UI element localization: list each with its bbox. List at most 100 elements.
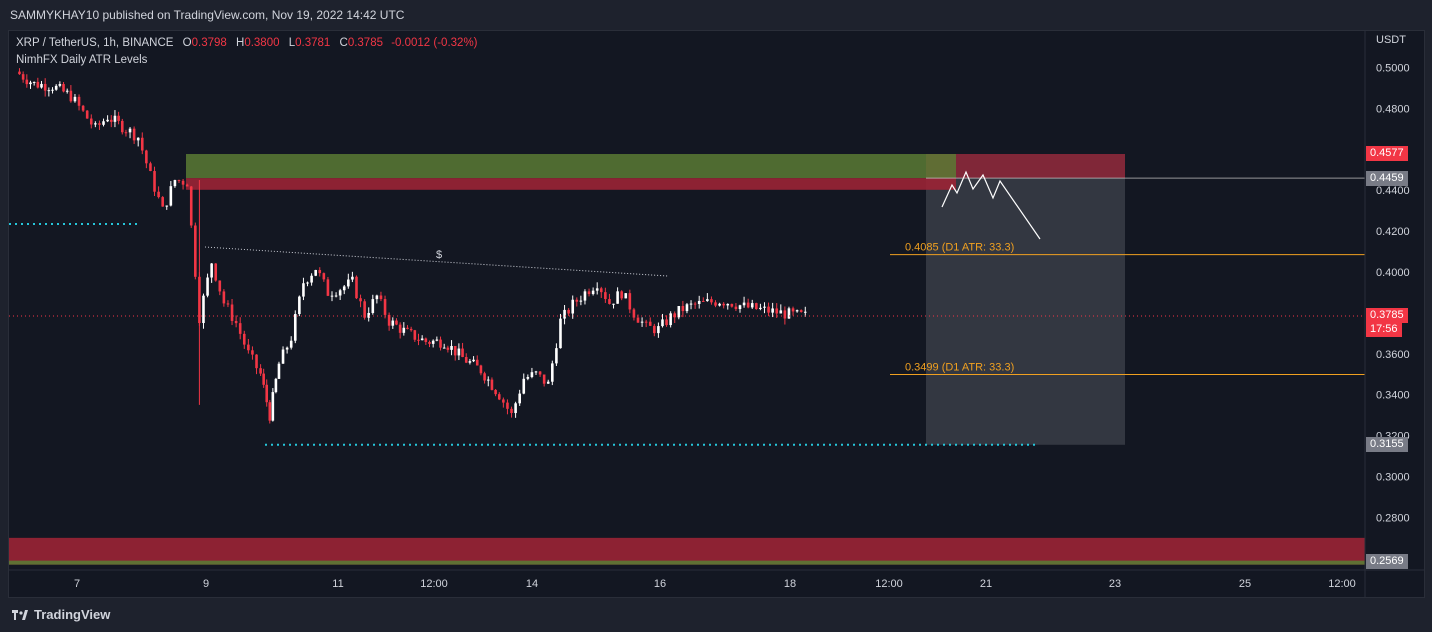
candle-body — [604, 292, 607, 300]
candle-body — [461, 348, 464, 358]
candle-body — [89, 118, 93, 125]
trendline[interactable] — [204, 246, 669, 277]
candle-body — [391, 320, 395, 326]
candle-body — [608, 299, 611, 304]
candle-body — [149, 163, 152, 172]
candle-body — [591, 290, 595, 295]
candle-body — [375, 295, 379, 300]
candle-body — [514, 403, 517, 414]
candle-body — [567, 309, 570, 314]
x-tick-label: 11 — [332, 578, 343, 590]
candle-body — [640, 321, 644, 323]
candle-body — [271, 392, 275, 421]
x-tick-label: 14 — [526, 578, 538, 590]
supply-zone[interactable] — [186, 178, 956, 190]
demand-zone[interactable] — [186, 154, 956, 179]
tradingview-brand[interactable]: TradingView — [12, 607, 110, 622]
candle-body — [644, 321, 648, 323]
candle-body — [464, 357, 468, 363]
candle-body — [439, 339, 442, 348]
price-tag-support: 0.2569 — [1366, 554, 1408, 569]
candle-body — [571, 299, 575, 314]
candle-body — [43, 83, 47, 91]
candle-body — [722, 303, 725, 306]
candle-body — [534, 371, 538, 373]
candle-body — [599, 288, 603, 293]
candle-body — [446, 347, 450, 350]
candle-body — [475, 359, 479, 366]
candle-body — [326, 279, 330, 296]
x-tick-label: 16 — [654, 578, 666, 590]
price-tag-stop-low: 0.3155 — [1366, 437, 1408, 452]
projected-path[interactable] — [941, 170, 1041, 240]
candle-body — [177, 180, 181, 182]
candle-body — [153, 171, 156, 192]
x-tick-label: 23 — [1109, 578, 1121, 590]
candle-body — [102, 121, 105, 125]
candle-body — [559, 318, 562, 349]
indicator-label[interactable]: NimhFX Daily ATR Levels — [16, 54, 148, 66]
candle-body — [334, 295, 338, 297]
legend-symbol[interactable]: XRP / TetherUS, 1h, BINANCE — [16, 37, 174, 49]
candle-body — [526, 377, 530, 379]
candle-body — [351, 276, 354, 280]
y-tick-label: 0.3000 — [1376, 472, 1410, 484]
candle-body — [251, 350, 254, 355]
candle-body — [468, 361, 472, 363]
candle-body — [230, 304, 234, 321]
brand-name: TradingView — [34, 607, 111, 622]
candle-body — [161, 197, 164, 207]
candle-body — [157, 191, 160, 198]
candle-body — [355, 276, 358, 299]
candle-body — [371, 299, 375, 313]
candle-body — [406, 327, 409, 329]
publisher-line: SAMMYKHAY10 published on TradingView.com… — [10, 8, 405, 22]
candle-body — [330, 295, 334, 297]
candle-body — [285, 347, 289, 350]
price-tag-resistance: 0.4577 — [1366, 146, 1408, 161]
candle-body — [145, 150, 148, 164]
x-tick-label: 21 — [980, 578, 992, 590]
candle-body — [347, 279, 350, 287]
candle-body — [73, 96, 77, 102]
candle-body — [653, 325, 656, 334]
projection-box[interactable] — [926, 154, 1125, 445]
candle-body — [546, 381, 550, 384]
candle-body — [226, 303, 230, 305]
candle-body — [21, 74, 25, 80]
support-zone-base — [9, 560, 1365, 565]
legend-open: 0.3798 — [191, 37, 227, 49]
candle-body — [632, 309, 636, 318]
candle-body — [636, 317, 640, 323]
candle-body — [77, 96, 81, 106]
candle-body — [771, 308, 774, 313]
candle-body — [583, 291, 587, 301]
candle-body — [759, 307, 762, 310]
candle-body — [555, 348, 558, 364]
x-tick-label: 25 — [1239, 578, 1251, 590]
candle-body — [289, 340, 293, 348]
y-tick-label: 0.5000 — [1376, 63, 1410, 75]
candle-body — [94, 123, 97, 125]
candle-body — [799, 310, 803, 312]
projection-stop-zone[interactable] — [926, 154, 1125, 179]
candle-body — [310, 275, 313, 283]
candle-body — [763, 306, 766, 308]
candle-body — [413, 330, 417, 340]
candle-body — [322, 273, 326, 280]
candle-body — [259, 368, 262, 374]
candle-body — [40, 83, 43, 88]
support-zone[interactable] — [9, 537, 1365, 565]
candle-body — [268, 402, 272, 421]
candle-body — [681, 306, 685, 312]
candle-body — [612, 303, 615, 305]
candle-body — [685, 304, 689, 312]
candle-body — [298, 296, 301, 315]
candle-body — [109, 119, 113, 122]
candle-body — [522, 378, 526, 394]
candle-body — [734, 306, 738, 310]
candle-body — [661, 319, 664, 327]
candle-body — [293, 314, 297, 341]
chart-frame[interactable] — [8, 30, 1425, 598]
